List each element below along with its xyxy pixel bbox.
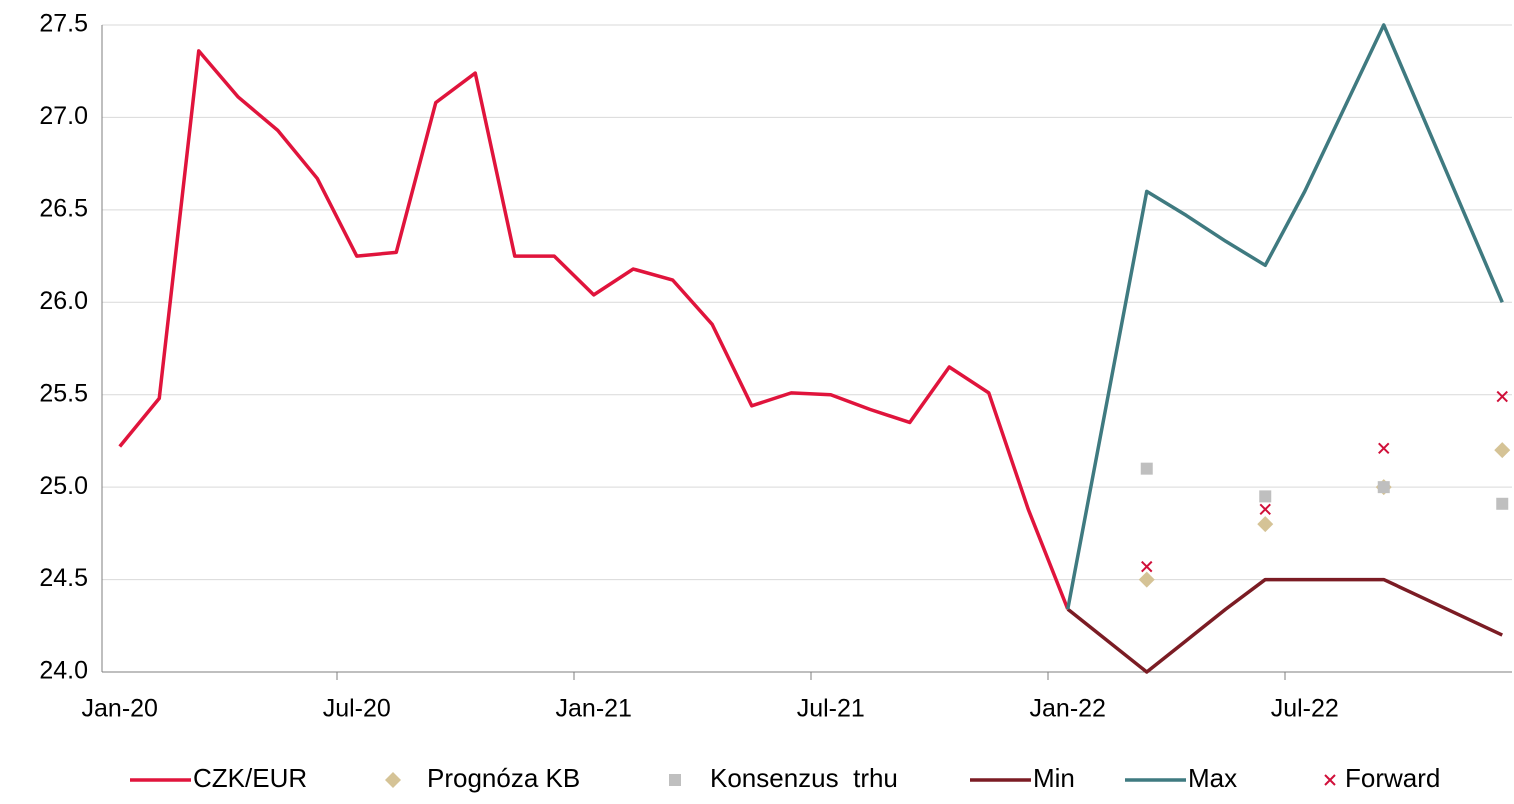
point [1138,571,1155,588]
point [1496,390,1508,403]
x-tick-label: Jul-21 [797,695,865,723]
legend-label: Prognóza KB [427,763,580,793]
y-tick-label: 27.0 [39,102,88,130]
legend-label: Max [1188,763,1237,793]
y-tick-label: 25.5 [39,379,88,407]
y-tick-label: 27.5 [39,10,88,38]
point [1496,497,1509,510]
x-tick-label: Jul-20 [323,695,391,723]
point [1141,560,1153,573]
point [1378,442,1390,455]
point [1140,462,1153,475]
line [1066,23,1504,610]
line [118,49,1070,610]
legend-label: Min [1033,763,1075,793]
legend-swatch [669,774,681,786]
legend-label: Forward [1345,763,1440,793]
legend-label: Konsenzus trhu [710,763,898,793]
legend-swatch [1324,774,1336,786]
y-tick-label: 24.5 [39,564,88,592]
line [1066,577,1503,674]
x-tick-label: Jan-22 [1030,695,1106,723]
legend-swatch [385,772,401,788]
x-tick-label: Jan-20 [82,695,158,723]
x-tick-label: Jan-21 [556,695,632,723]
y-tick-label: 25.0 [39,472,88,500]
y-tick-label: 26.0 [39,287,88,315]
y-tick-label: 26.5 [39,194,88,222]
point [1494,442,1511,459]
point [1257,516,1274,533]
y-tick-label: 24.0 [39,657,88,685]
legend-label: CZK/EUR [193,763,307,793]
x-tick-label: Jul-22 [1271,695,1339,723]
point [1259,490,1272,503]
point [1259,503,1271,516]
point [1377,481,1390,494]
